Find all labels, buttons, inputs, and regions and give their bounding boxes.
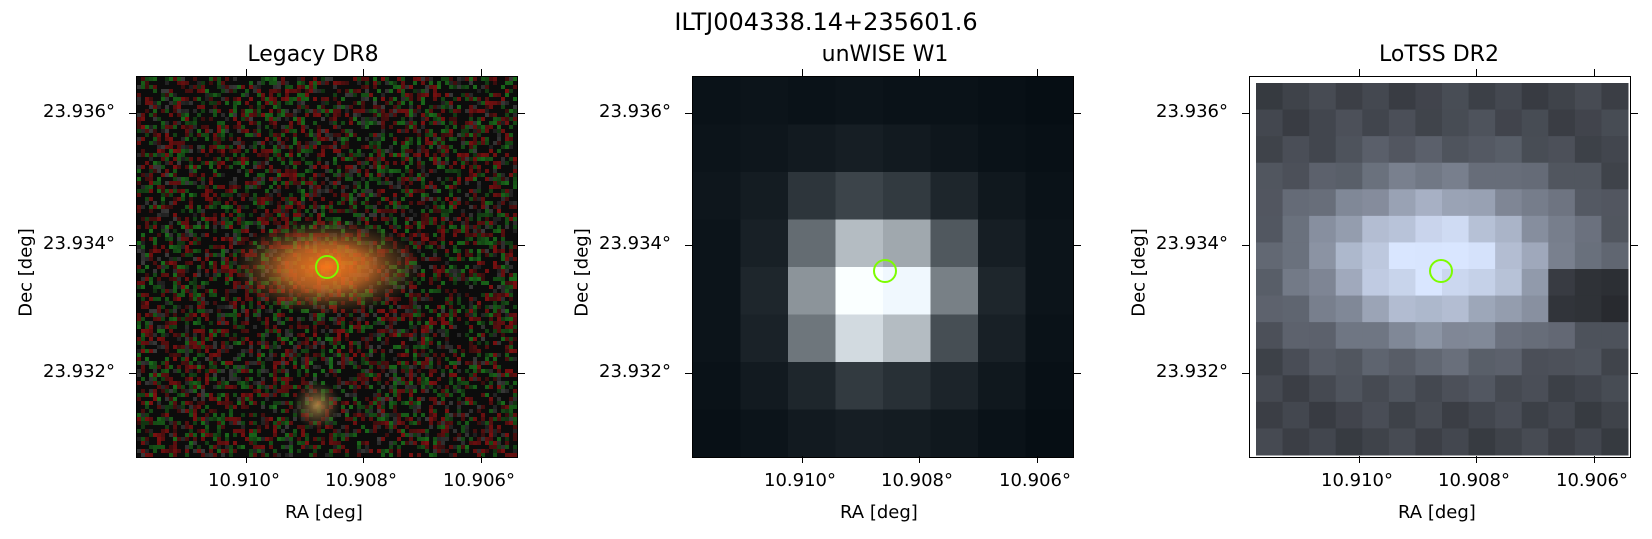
y-tick-mark bbox=[1242, 113, 1249, 114]
ytick-lotss-1: 23.936° bbox=[1156, 101, 1228, 122]
ylabel-legacy: Dec [deg] bbox=[15, 228, 37, 317]
xlabel-lotss: RA [deg] bbox=[1398, 502, 1476, 523]
y-tick-mark bbox=[1631, 113, 1638, 114]
y-tick-mark bbox=[1074, 113, 1081, 114]
xlabel-unwise: RA [deg] bbox=[840, 502, 918, 523]
source-marker-legacy bbox=[315, 255, 339, 279]
y-tick-mark bbox=[518, 245, 525, 246]
y-tick-mark bbox=[1242, 245, 1249, 246]
x-tick-mark bbox=[1359, 456, 1360, 463]
y-tick-mark bbox=[129, 113, 136, 114]
xtick-unwise-1: 10.910° bbox=[764, 470, 836, 491]
y-tick-mark bbox=[685, 113, 692, 114]
unwise-image bbox=[692, 76, 1074, 458]
panel-title-unwise: unWISE W1 bbox=[821, 42, 949, 67]
y-tick-mark bbox=[685, 245, 692, 246]
x-tick-mark bbox=[363, 456, 364, 463]
panel-title-lotss: LoTSS DR2 bbox=[1379, 42, 1499, 67]
xtick-unwise-3: 10.906° bbox=[999, 470, 1071, 491]
x-tick-mark bbox=[481, 456, 482, 463]
y-tick-mark bbox=[518, 113, 525, 114]
figure-title: ILTJ004338.14+235601.6 bbox=[674, 8, 978, 36]
y-tick-mark bbox=[1631, 373, 1638, 374]
x-tick-mark bbox=[1037, 456, 1038, 463]
x-tick-mark bbox=[246, 456, 247, 463]
xtick-legacy-1: 10.910° bbox=[208, 470, 280, 491]
x-tick-mark bbox=[1594, 456, 1595, 463]
xlabel-legacy: RA [deg] bbox=[285, 502, 363, 523]
ytick-legacy-1: 23.936° bbox=[43, 101, 115, 122]
y-tick-mark bbox=[518, 373, 525, 374]
y-tick-mark bbox=[1631, 245, 1638, 246]
x-tick-mark bbox=[246, 69, 247, 76]
xtick-legacy-2: 10.908° bbox=[325, 470, 397, 491]
ytick-lotss-3: 23.932° bbox=[1156, 361, 1228, 382]
x-tick-mark bbox=[1594, 69, 1595, 76]
x-tick-mark bbox=[363, 69, 364, 76]
ylabel-unwise: Dec [deg] bbox=[571, 228, 593, 317]
x-tick-mark bbox=[919, 456, 920, 463]
ytick-unwise-3: 23.932° bbox=[599, 361, 671, 382]
x-tick-mark bbox=[1476, 69, 1477, 76]
x-tick-mark bbox=[1359, 69, 1360, 76]
xtick-unwise-2: 10.908° bbox=[881, 470, 953, 491]
ytick-unwise-1: 23.936° bbox=[599, 101, 671, 122]
ylabel-lotss: Dec [deg] bbox=[1128, 228, 1150, 317]
legacy-image-pixels bbox=[137, 77, 517, 457]
x-tick-mark bbox=[802, 456, 803, 463]
y-tick-mark bbox=[129, 245, 136, 246]
x-tick-mark bbox=[919, 69, 920, 76]
ytick-unwise-2: 23.934° bbox=[599, 233, 671, 254]
xtick-lotss-1: 10.910° bbox=[1321, 470, 1393, 491]
source-marker-lotss bbox=[1429, 259, 1453, 283]
panel-title-legacy: Legacy DR8 bbox=[247, 42, 379, 67]
xtick-lotss-2: 10.908° bbox=[1438, 470, 1510, 491]
lotss-image-pixels bbox=[1256, 83, 1629, 456]
unwise-image-pixels bbox=[693, 77, 1073, 457]
xtick-lotss-3: 10.906° bbox=[1556, 470, 1628, 491]
x-tick-mark bbox=[1037, 69, 1038, 76]
ytick-legacy-2: 23.934° bbox=[43, 233, 115, 254]
legacy-image bbox=[136, 76, 518, 458]
y-tick-mark bbox=[685, 373, 692, 374]
source-marker-unwise bbox=[873, 259, 897, 283]
y-tick-mark bbox=[129, 373, 136, 374]
y-tick-mark bbox=[1074, 373, 1081, 374]
lotss-image bbox=[1249, 76, 1631, 458]
y-tick-mark bbox=[1074, 245, 1081, 246]
ytick-legacy-3: 23.932° bbox=[43, 361, 115, 382]
y-tick-mark bbox=[1242, 373, 1249, 374]
xtick-legacy-3: 10.906° bbox=[443, 470, 515, 491]
ytick-lotss-2: 23.934° bbox=[1156, 233, 1228, 254]
x-tick-mark bbox=[1476, 456, 1477, 463]
x-tick-mark bbox=[481, 69, 482, 76]
x-tick-mark bbox=[802, 69, 803, 76]
